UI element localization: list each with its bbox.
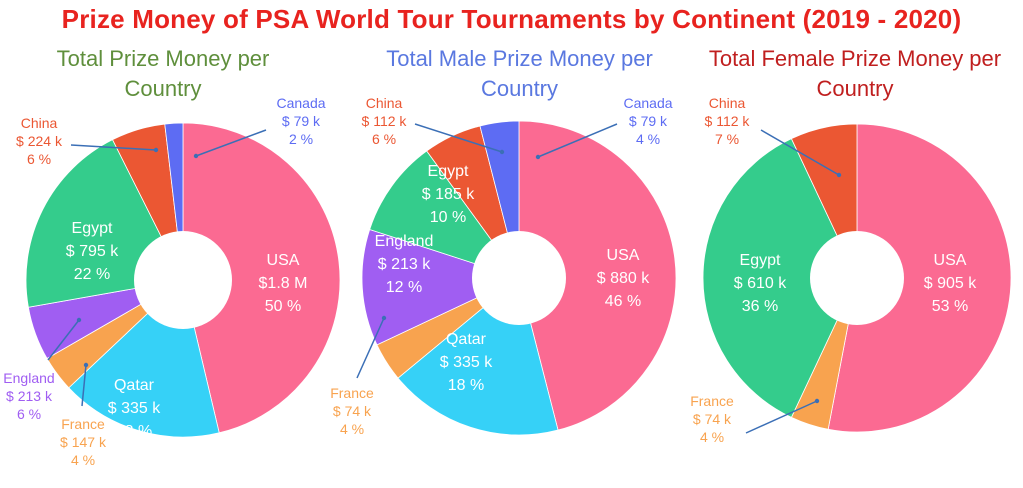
label-egypt-chart-2-line-1: Egypt [428, 163, 469, 180]
label-canada-chart-2-line-2: $ 79 k [629, 113, 668, 129]
label-england-chart-2-line-2: $ 213 k [378, 256, 431, 273]
label-china-chart-1-line-3: 6 % [27, 151, 51, 167]
label-france-chart-2-line-1: France [330, 385, 374, 401]
label-qatar-chart-2-line-3: 18 % [448, 377, 484, 394]
leader-line-china-chart-3 [760, 129, 840, 176]
chart-1-title: Total Prize Money per Country [56, 46, 270, 101]
label-egypt-chart-1-line-3: 22 % [74, 266, 110, 283]
leader-dot-france-chart-2 [381, 315, 387, 321]
slice-egypt-chart-2 [369, 150, 521, 279]
label-china-chart-3-line-1: China [709, 95, 746, 111]
label-china-chart-2-line-2: $ 112 k [362, 113, 408, 129]
leader-dot-china-chart-3 [836, 172, 842, 178]
leader-dot-canada-chart-1 [193, 153, 199, 159]
label-france-chart-1-line-3: 4 % [71, 452, 95, 468]
leader-line-canada-chart-1 [195, 129, 267, 157]
leader-dot-china-chart-1 [153, 147, 159, 153]
label-egypt-chart-1-line-1: Egypt [72, 220, 113, 237]
label-usa-chart-2-line-2: $ 880 k [597, 270, 650, 287]
label-egypt-chart-1-line-2: $ 795 k [66, 243, 119, 260]
label-china-chart-1-line-2: $ 224 k [16, 133, 63, 149]
leader-dot-france-chart-3 [814, 398, 820, 404]
label-qatar-chart-2-line-1: Qatar [446, 331, 487, 348]
label-france-chart-3-line-2: $ 74 k [693, 411, 732, 427]
leader-dot-china-chart-2 [499, 149, 505, 155]
label-usa-chart-3-line-2: $ 905 k [924, 275, 977, 292]
label-usa-chart-1-line-3: 50 % [265, 298, 301, 315]
chart-3-title: Total Female Prize Money per Country [708, 46, 1002, 101]
label-china-chart-1-line-1: China [21, 115, 58, 131]
leader-line-france-chart-2 [356, 317, 385, 379]
pie-chart-1: USA $1.8 M 50 % Qatar $ 335 k 18 % France $ 147… [3, 95, 341, 468]
label-usa-chart-3-line-1: USA [934, 252, 967, 269]
label-egypt-chart-3-line-2: $ 610 k [734, 275, 787, 292]
label-england-chart-1-line-2: $ 213 k [6, 388, 53, 404]
label-usa-chart-2-line-1: USA [607, 247, 640, 264]
label-france-chart-3-line-3: 4 % [700, 429, 724, 445]
leader-line-france-chart-1 [81, 364, 87, 407]
label-france-chart-3-line-1: France [690, 393, 734, 409]
pie-chart-2: USA $ 880 k 46 % Qatar $ 335 k 18 % France $ 74… [330, 95, 677, 437]
leader-line-china-chart-2 [414, 123, 503, 153]
label-canada-chart-2-line-3: 4 % [636, 131, 660, 147]
label-egypt-chart-2-line-2: $ 185 k [422, 186, 475, 203]
label-canada-chart-1-line-2: $ 79 k [282, 113, 321, 129]
label-england-chart-2-line-3: 12 % [386, 279, 422, 296]
slice-usa-chart-3 [827, 123, 1012, 433]
donut-hole-1 [134, 231, 232, 329]
label-england-chart-1-line-3: 6 % [17, 406, 41, 422]
label-canada-chart-2-line-1: Canada [623, 95, 672, 111]
donut-hole-3 [810, 231, 904, 325]
label-egypt-chart-2-line-3: 10 % [430, 209, 466, 226]
label-china-chart-2-line-1: China [366, 95, 403, 111]
label-china-chart-3-line-3: 7 % [715, 131, 739, 147]
label-egypt-chart-3-line-3: 36 % [742, 298, 778, 315]
label-qatar-chart-1-line-3: 18 % [116, 423, 152, 440]
label-france-chart-1-line-1: France [61, 416, 105, 432]
leader-line-france-chart-3 [745, 400, 818, 434]
label-france-chart-2-line-2: $ 74 k [333, 403, 372, 419]
pie-chart-3: USA $ 905 k 53 % France $ 74 k 4 % Egypt $ 610 … [690, 95, 1012, 445]
slice-usa-chart-1 [182, 122, 341, 434]
label-canada-chart-1-line-1: Canada [276, 95, 325, 111]
label-canada-chart-1-line-3: 2 % [289, 131, 313, 147]
label-china-chart-3-line-2: $ 112 k [705, 113, 751, 129]
leader-dot-france-chart-1 [83, 362, 89, 368]
slice-usa-chart-2 [518, 120, 677, 431]
label-england-chart-2-line-1: England [375, 233, 434, 250]
label-qatar-chart-1-line-2: $ 335 k [108, 400, 161, 417]
label-qatar-chart-1-line-1: Qatar [114, 377, 155, 394]
label-england-chart-1-line-1: England [3, 370, 54, 386]
label-usa-chart-1-line-1: USA [267, 252, 300, 269]
label-usa-chart-1-line-2: $1.8 M [259, 275, 308, 292]
leader-line-china-chart-1 [70, 144, 157, 151]
leader-dot-canada-chart-2 [535, 154, 541, 160]
label-qatar-chart-2-line-2: $ 335 k [440, 354, 493, 371]
leader-dot-england-chart-1 [76, 317, 82, 323]
slice-egypt-chart-3 [702, 138, 858, 418]
label-usa-chart-3-line-3: 53 % [932, 298, 968, 315]
leader-line-england-chart-1 [47, 319, 80, 361]
leader-line-canada-chart-2 [537, 123, 618, 158]
main-title: Prize Money of PSA World Tour Tournament… [61, 4, 962, 34]
donut-hole-2 [472, 231, 566, 325]
label-egypt-chart-3-line-1: Egypt [740, 252, 781, 269]
chart-2-title: Total Male Prize Money per Country [386, 46, 653, 101]
label-china-chart-2-line-3: 6 % [372, 131, 396, 147]
label-france-chart-2-line-3: 4 % [340, 421, 364, 437]
label-france-chart-1-line-2: $ 147 k [60, 434, 107, 450]
label-usa-chart-2-line-3: 46 % [605, 293, 641, 310]
